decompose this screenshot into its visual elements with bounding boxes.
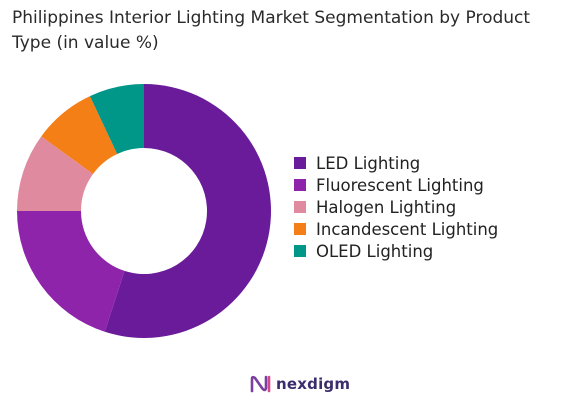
legend-swatch-incandescent <box>294 223 306 235</box>
donut-slice-fluorescent-lighting <box>17 211 125 332</box>
legend-label-oled: OLED Lighting <box>316 241 434 261</box>
legend-item-incandescent: Incandescent Lighting <box>294 218 498 240</box>
legend-swatch-oled <box>294 245 306 257</box>
legend-item-oled: OLED Lighting <box>294 240 498 262</box>
chart-legend: LED Lighting Fluorescent Lighting Haloge… <box>294 152 498 262</box>
donut-slice-incandescent-lighting <box>41 96 118 174</box>
donut-slice-led-lighting <box>104 84 271 338</box>
chart-title: Philippines Interior Lighting Market Seg… <box>12 8 531 53</box>
donut-slice-halogen-lighting <box>17 136 94 211</box>
nexdigm-logo-icon <box>250 375 271 393</box>
legend-swatch-fluorescent <box>294 179 306 191</box>
donut-slice-oled-lighting <box>89 84 144 154</box>
legend-label-fluorescent: Fluorescent Lighting <box>316 175 484 195</box>
legend-label-led: LED Lighting <box>316 153 421 173</box>
legend-label-incandescent: Incandescent Lighting <box>316 219 499 239</box>
legend-label-halogen: Halogen Lighting <box>316 197 457 217</box>
legend-item-halogen: Halogen Lighting <box>294 196 498 218</box>
legend-item-led: LED Lighting <box>294 152 498 174</box>
legend-swatch-led <box>294 157 306 169</box>
legend-swatch-halogen <box>294 201 306 213</box>
brand-name: nexdigm <box>276 375 351 393</box>
legend-item-fluorescent: Fluorescent Lighting <box>294 174 498 196</box>
brand-footer: nexdigm <box>250 374 350 394</box>
